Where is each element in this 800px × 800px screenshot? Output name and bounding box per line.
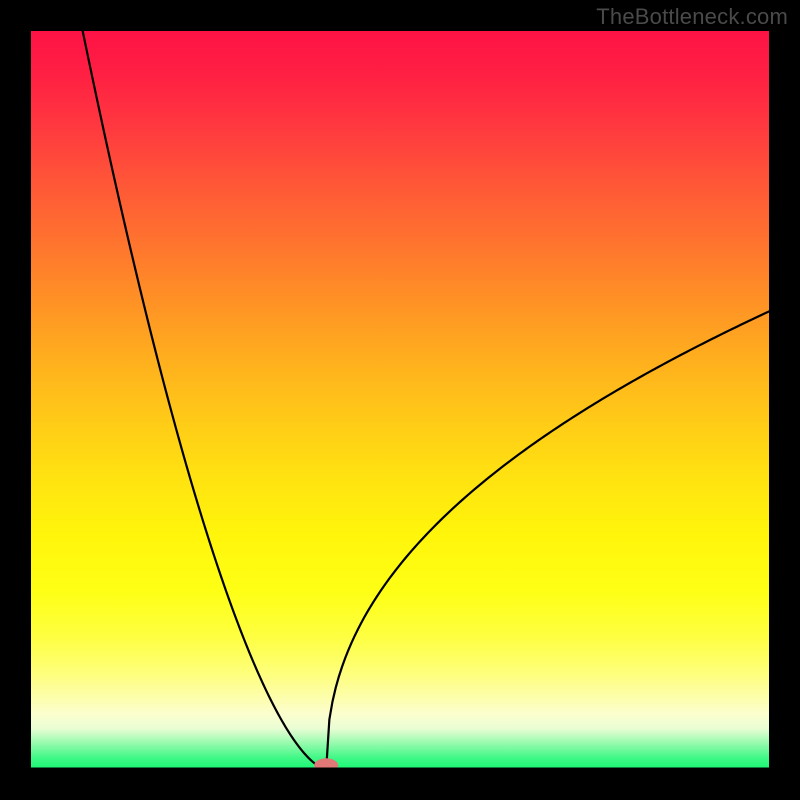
plot-area [31,31,769,769]
chart-container: TheBottleneck.com [0,0,800,800]
watermark-label: TheBottleneck.com [596,4,788,30]
chart-svg [31,31,769,769]
gradient-background [31,31,769,769]
